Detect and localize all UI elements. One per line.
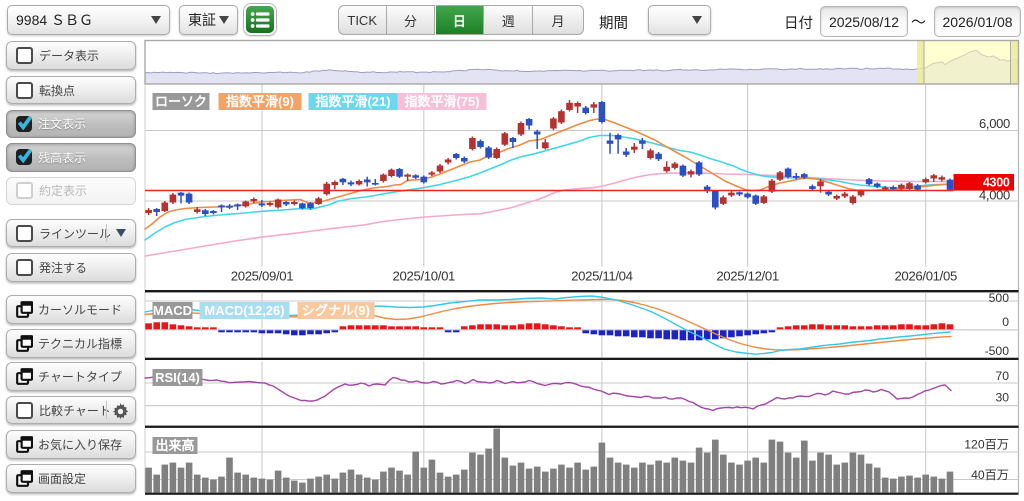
svg-text:2025/12/01: 2025/12/01 bbox=[716, 269, 779, 284]
svg-text:指数平滑(75): 指数平滑(75) bbox=[404, 94, 479, 109]
svg-text:120百万: 120百万 bbox=[964, 438, 1009, 452]
svg-text:500: 500 bbox=[989, 291, 1010, 305]
svg-text:40百万: 40百万 bbox=[971, 468, 1009, 482]
svg-text:2025/11/04: 2025/11/04 bbox=[571, 269, 633, 284]
svg-text:30: 30 bbox=[995, 391, 1009, 405]
svg-text:6,000: 6,000 bbox=[979, 116, 1010, 131]
svg-text:4,000: 4,000 bbox=[979, 187, 1010, 202]
svg-text:MACD(12,26): MACD(12,26) bbox=[204, 303, 284, 318]
svg-text:シグナル(9): シグナル(9) bbox=[302, 303, 370, 318]
svg-text:2025/09/01: 2025/09/01 bbox=[231, 269, 294, 284]
svg-text:出来高: 出来高 bbox=[155, 438, 194, 453]
svg-text:指数平滑(21): 指数平滑(21) bbox=[315, 94, 390, 109]
svg-text:2025/10/01: 2025/10/01 bbox=[393, 269, 456, 284]
svg-text:RSI(14): RSI(14) bbox=[155, 370, 200, 385]
svg-text:4300: 4300 bbox=[983, 175, 1010, 189]
svg-text:指数平滑(9): 指数平滑(9) bbox=[226, 94, 294, 109]
svg-text:2026/01/05: 2026/01/05 bbox=[894, 269, 957, 284]
svg-text:70: 70 bbox=[995, 369, 1009, 383]
svg-text:0: 0 bbox=[1002, 315, 1009, 329]
svg-text:MACD: MACD bbox=[153, 303, 192, 318]
svg-text:-500: -500 bbox=[985, 344, 1010, 358]
svg-text:ローソク: ローソク bbox=[155, 94, 207, 109]
